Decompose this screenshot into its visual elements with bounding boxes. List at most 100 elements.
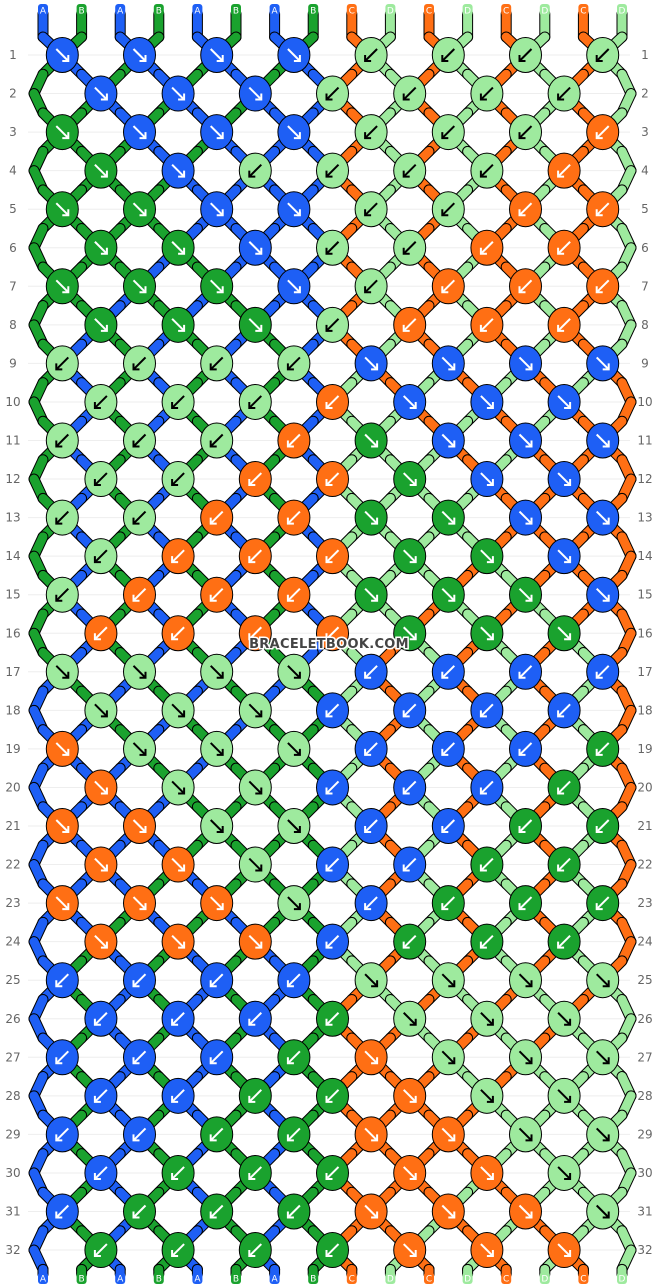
arrow-head	[286, 1211, 294, 1219]
knot	[200, 191, 234, 228]
arrow-head	[409, 1250, 417, 1258]
knot	[354, 1193, 388, 1230]
forward-arrow-icon	[171, 703, 185, 718]
knot	[547, 75, 581, 112]
backward-arrow-icon	[325, 472, 340, 486]
knot	[161, 1077, 195, 1114]
backward-arrow-icon	[287, 1050, 301, 1065]
string-label: C	[580, 1275, 586, 1285]
knot	[547, 461, 581, 498]
arrow-head	[293, 55, 301, 62]
knot	[238, 769, 272, 806]
arrow-head	[93, 1172, 101, 1180]
arrow-head	[557, 864, 565, 872]
arrow-head	[293, 903, 301, 911]
arrow-head	[139, 826, 147, 833]
backward-arrow-icon	[518, 896, 533, 910]
arrow-head	[564, 1250, 572, 1258]
arrow-head	[409, 633, 417, 641]
knot	[509, 114, 542, 151]
knot	[161, 846, 195, 883]
knot	[547, 1077, 581, 1114]
arrow-head	[518, 55, 526, 62]
arrow-head	[209, 1211, 217, 1219]
knot	[123, 499, 156, 536]
knot	[200, 885, 234, 922]
backward-arrow-icon	[209, 433, 224, 448]
string-label-chip	[153, 4, 164, 16]
arrow-head	[448, 980, 456, 988]
backward-arrow-icon	[94, 1089, 108, 1103]
row-number-right: 29	[637, 1127, 652, 1141]
forward-arrow-icon	[171, 780, 185, 795]
knot	[509, 345, 542, 382]
knot	[45, 37, 79, 73]
arrow-head	[441, 671, 449, 679]
string-label: A	[272, 1275, 279, 1285]
string-label: B	[156, 1275, 162, 1285]
arrow-head	[178, 941, 186, 949]
backward-arrow-icon	[287, 356, 301, 371]
arrow-head	[286, 1057, 294, 1065]
backward-arrow-icon	[287, 1127, 301, 1142]
arrow-head	[209, 440, 217, 448]
forward-arrow-icon	[248, 780, 263, 795]
watermark-text: BRACELETBOOK.COM	[249, 637, 409, 652]
arrow-head	[479, 864, 487, 872]
arrow-head	[132, 363, 140, 371]
row-number-left: 18	[5, 703, 20, 717]
arrow-head	[602, 363, 610, 371]
row-number-left: 7	[9, 279, 17, 293]
row-number-right: 20	[637, 780, 652, 794]
knot	[45, 1039, 79, 1076]
forward-arrow-icon	[132, 279, 147, 294]
forward-arrow-icon	[364, 973, 378, 987]
knot	[123, 1116, 156, 1153]
knot	[547, 229, 581, 266]
knot	[161, 75, 195, 112]
knot	[84, 1154, 118, 1191]
row-number-right: 8	[641, 318, 649, 332]
backward-arrow-icon	[171, 626, 185, 640]
string-label: A	[194, 1275, 201, 1285]
knot	[123, 885, 156, 922]
forward-arrow-icon	[94, 318, 108, 332]
row-number-right: 13	[637, 511, 652, 525]
arrow-head	[100, 710, 108, 718]
arrow-head	[371, 440, 379, 448]
backward-arrow-icon	[402, 86, 417, 101]
knot	[354, 653, 388, 690]
forward-arrow-icon	[55, 125, 70, 139]
backward-arrow-icon	[325, 395, 340, 409]
forward-arrow-icon	[402, 395, 417, 409]
knot	[509, 37, 542, 73]
string-label-chip	[539, 1272, 550, 1284]
arrow-head	[525, 1134, 533, 1142]
arrow-head	[132, 1211, 140, 1219]
arrow-head	[286, 1134, 294, 1142]
arrow-head	[371, 1057, 379, 1065]
arrow-head	[402, 247, 410, 255]
string-label-chip	[192, 1272, 203, 1284]
knot	[393, 846, 427, 883]
arrow-head	[564, 479, 572, 487]
backward-arrow-icon	[557, 703, 571, 718]
arrow-head	[178, 324, 186, 332]
string-label: A	[272, 7, 279, 17]
arrow-head	[293, 286, 301, 294]
arrow-head	[171, 633, 179, 641]
string-label-chip	[385, 1272, 396, 1284]
arrow-head	[325, 864, 333, 872]
arrow-head	[479, 324, 487, 332]
backward-arrow-icon	[94, 472, 108, 486]
string-label-chip	[153, 1272, 164, 1284]
forward-arrow-icon	[518, 356, 533, 371]
row-number-right: 7	[641, 279, 649, 293]
arrow-head	[557, 710, 565, 718]
arrow-head	[209, 594, 217, 602]
knot	[393, 923, 427, 960]
forward-arrow-icon	[287, 896, 301, 910]
knot	[470, 152, 504, 189]
knot	[393, 1232, 427, 1269]
string-label-chip	[617, 1272, 627, 1284]
